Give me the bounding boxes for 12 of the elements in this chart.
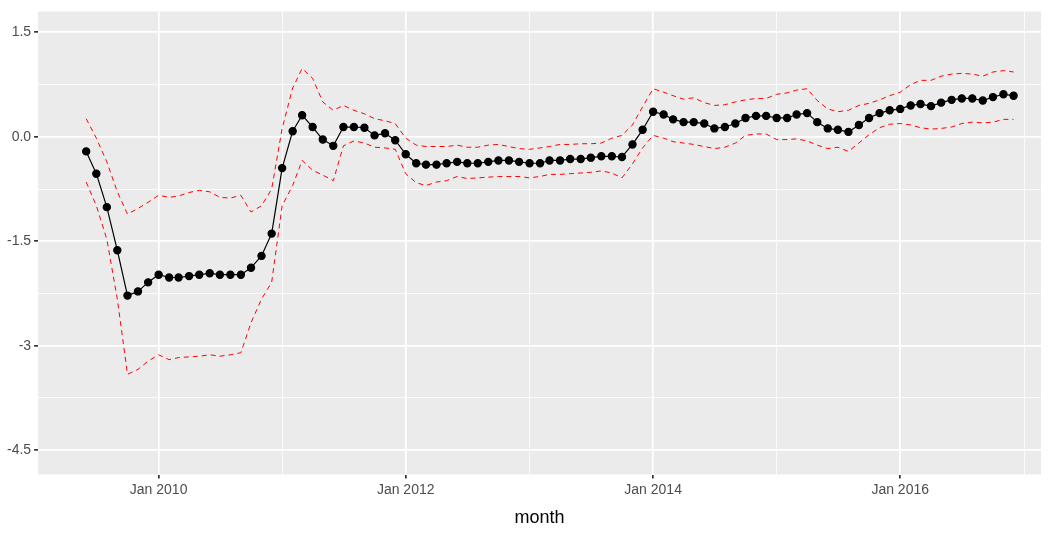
x-axis-title: month xyxy=(514,507,565,528)
x-tick-label: Jan 2010 xyxy=(129,480,188,497)
y-tick-label: -4.5 xyxy=(7,441,32,458)
y-tick-label: -1.5 xyxy=(7,232,32,249)
x-tick-label: Jan 2012 xyxy=(376,480,435,497)
y-tick-label: -3 xyxy=(18,336,32,353)
y-tick-label: 0.0 xyxy=(11,127,32,144)
y-tick-label: 1.5 xyxy=(11,23,32,40)
line-series xyxy=(85,68,1015,215)
x-tick-label: Jan 2016 xyxy=(871,480,930,497)
x-tick-label: Jan 2014 xyxy=(624,480,683,497)
line-series xyxy=(85,118,1015,375)
